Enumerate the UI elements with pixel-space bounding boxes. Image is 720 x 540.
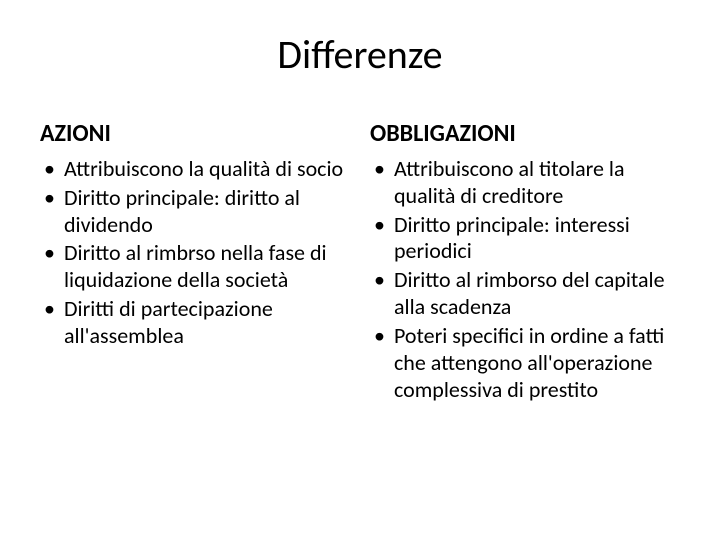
right-heading: OBBLIGAZIONI bbox=[370, 119, 680, 148]
list-item: Attribuiscono al titolare la qualità di … bbox=[394, 156, 680, 210]
list-item: Diritto al rimbrso nella fase di liquida… bbox=[64, 240, 350, 294]
slide-title: Differenze bbox=[40, 30, 680, 79]
list-item: Diritto principale: diritto al dividendo bbox=[64, 185, 350, 239]
list-item: Diritti di partecipazione all'assemblea bbox=[64, 296, 350, 350]
list-item: Poteri specifici in ordine a fatti che a… bbox=[394, 323, 680, 403]
right-list: Attribuiscono al titolare la qualità di … bbox=[370, 156, 680, 403]
right-column: OBBLIGAZIONI Attribuiscono al titolare l… bbox=[370, 119, 680, 405]
left-heading: AZIONI bbox=[40, 119, 350, 148]
columns-container: AZIONI Attribuiscono la qualità di socio… bbox=[40, 119, 680, 405]
list-item: Diritto principale: interessi periodici bbox=[394, 212, 680, 266]
left-column: AZIONI Attribuiscono la qualità di socio… bbox=[40, 119, 350, 405]
left-list: Attribuiscono la qualità di socio Diritt… bbox=[40, 156, 350, 350]
list-item: Diritto al rimborso del capitale alla sc… bbox=[394, 267, 680, 321]
list-item: Attribuiscono la qualità di socio bbox=[64, 156, 350, 183]
slide: Differenze AZIONI Attribuiscono la quali… bbox=[0, 0, 720, 540]
